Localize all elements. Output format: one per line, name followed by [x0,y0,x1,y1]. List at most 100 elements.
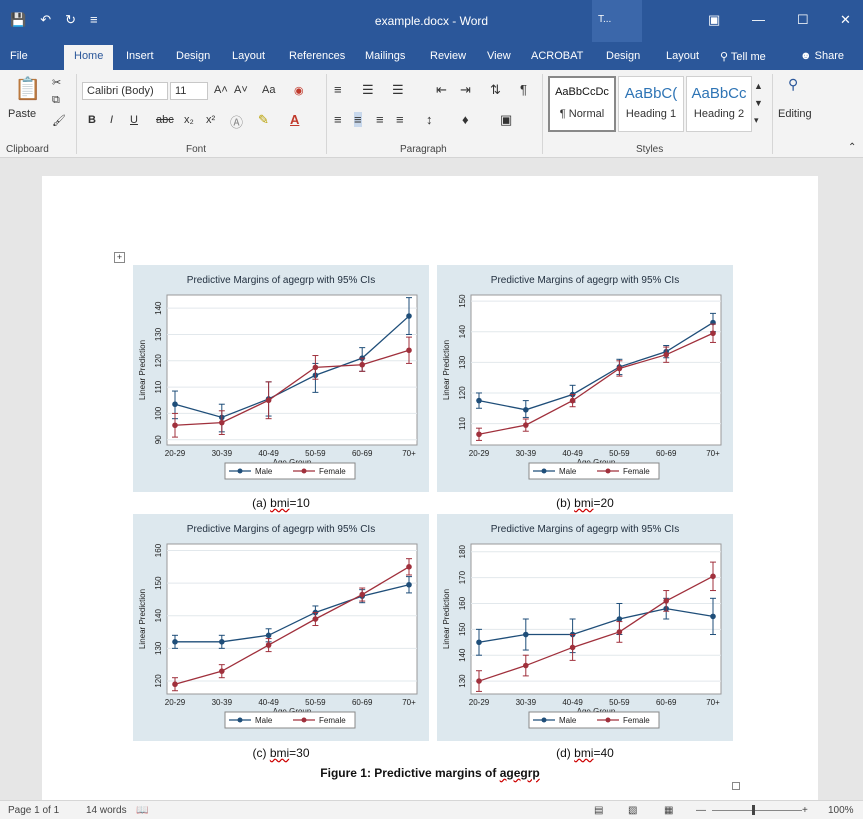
cut-icon[interactable]: ✂ [52,77,62,89]
multilevel-list-icon[interactable]: ☰ [392,82,404,97]
tab-acrobat[interactable]: ACROBAT [531,50,584,62]
italic-button[interactable]: I [110,114,114,126]
word-count[interactable]: 14 words [86,805,127,816]
superscript-button[interactable]: x² [206,114,216,126]
align-center-icon[interactable]: ≡ [354,112,362,127]
y-tick-label: 150 [458,622,467,636]
data-point-female [312,616,319,622]
style-normal[interactable]: AaBbCcDc ¶ Normal [548,76,616,132]
bullets-icon[interactable]: ≡ [334,82,342,97]
y-tick-label: 160 [458,596,467,610]
find-icon[interactable]: ⚲ [788,76,799,92]
text-effects-icon[interactable]: Ⓐ [230,115,244,130]
quick-access-toolbar: 💾 ↶ ↻ ≡ [10,12,98,28]
zoom-level[interactable]: 100% [828,805,854,816]
undo-icon[interactable]: ↶ [40,12,52,27]
close-button[interactable]: ✕ [840,12,851,27]
maximize-button[interactable]: ☐ [797,12,809,27]
tab-table-design[interactable]: Design [606,50,641,62]
editing-button[interactable]: Editing [778,108,812,120]
separator [542,74,543,154]
legend-marker [541,468,547,474]
table-move-handle-icon[interactable]: + [114,252,125,263]
copy-icon[interactable]: ⧉ [52,94,60,106]
x-tick-label: 50-59 [305,449,326,458]
tab-table-layout[interactable]: Layout [666,50,700,62]
document-page[interactable]: + Predictive Margins of agegrp with 95% … [42,176,818,800]
tab-home[interactable]: Home [64,45,114,70]
align-left-icon[interactable]: ≡ [334,112,342,127]
y-tick-label: 120 [154,354,163,368]
underline-button[interactable]: U [130,114,138,126]
sort-icon[interactable]: ⇅ [490,82,501,97]
zoom-slider[interactable] [712,810,802,811]
data-point-female [265,397,272,404]
change-case-button[interactable]: Aa [262,84,276,96]
clear-formatting-icon[interactable]: ◉ [294,85,304,97]
borders-icon[interactable]: ▣ [500,112,513,127]
x-tick-label: 30-39 [212,698,233,707]
y-tick-label: 170 [458,570,467,584]
tab-review[interactable]: Review [430,50,467,62]
data-point-female [569,397,576,404]
style-heading-2[interactable]: AaBbCc Heading 2 [686,76,752,132]
tab-view[interactable]: View [487,50,511,62]
tab-design[interactable]: Design [176,50,211,62]
styles-scroll-icon[interactable]: ▲ ▼ ▾ [754,81,763,125]
font-name-select[interactable]: Calibri (Body) [82,82,168,100]
zoom-out-button[interactable]: — [696,805,706,816]
legend [528,462,660,480]
tab-insert[interactable]: Insert [126,50,154,62]
share-button[interactable]: ☻ Share [800,50,844,62]
align-right-icon[interactable]: ≡ [376,112,384,127]
y-tick-label: 110 [154,380,163,393]
tell-me-box[interactable]: ⚲ Tell me [720,51,766,63]
zoom-in-button[interactable]: + [802,805,808,816]
tab-mailings[interactable]: Mailings [365,50,406,62]
shrink-font-button[interactable]: A˅ [234,84,248,96]
tab-layout[interactable]: Layout [232,50,266,62]
decrease-indent-icon[interactable]: ⇤ [436,82,447,97]
chart-title: Predictive Margins of agegrp with 95% CI… [491,524,679,535]
shading-icon[interactable]: ♦ [462,112,469,127]
subscript-button[interactable]: x₂ [184,114,194,126]
numbering-icon[interactable]: ☰ [362,82,374,97]
highlight-icon[interactable]: ✎ [258,112,269,127]
paste-button[interactable]: Paste [8,108,37,120]
redo-icon[interactable]: ↻ [65,12,76,27]
legend-marker [237,717,243,723]
print-layout-icon[interactable]: ▧ [628,805,638,816]
ribbon-display-icon[interactable]: ▣ [708,12,721,27]
collapse-ribbon-icon[interactable]: ⌃ [848,142,857,153]
data-point-female [710,573,716,580]
customize-qat-icon[interactable]: ≡ [90,12,98,27]
chart-panel-b: Predictive Margins of agegrp with 95% CI… [437,265,733,492]
data-point-female [265,642,272,648]
strikethrough-button[interactable]: abc [156,114,174,126]
bold-button[interactable]: B [88,114,96,126]
table-resize-handle[interactable] [732,782,740,790]
increase-indent-icon[interactable]: ⇥ [460,82,471,97]
format-painter-icon[interactable]: 🖌 [52,115,66,127]
grow-font-button[interactable]: A˄ [214,84,228,96]
data-point-female [569,644,576,651]
style-heading-1[interactable]: AaBbC( Heading 1 [618,76,684,132]
font-color-icon[interactable]: A [290,112,300,127]
minimize-button[interactable]: — [752,12,765,27]
ribbon-home: 📋 Paste ✂ ⧉ 🖌 Clipboard Calibri (Body) 1… [0,70,863,158]
proofing-icon[interactable]: 📖 [136,805,149,816]
paste-icon[interactable]: 📋 [14,76,42,101]
y-tick-label: 160 [154,543,163,557]
page-count[interactable]: Page 1 of 1 [8,805,60,816]
save-icon[interactable]: 💾 [10,12,27,27]
zoom-slider-thumb[interactable] [752,805,755,815]
web-layout-icon[interactable]: ▦ [664,805,674,816]
show-marks-icon[interactable]: ¶ [520,82,527,97]
tab-file[interactable]: File [10,50,28,62]
data-point-male [616,616,623,622]
read-mode-icon[interactable]: ▤ [594,805,604,816]
justify-icon[interactable]: ≡ [396,112,404,127]
tab-references[interactable]: References [289,50,346,62]
font-size-select[interactable]: 11 [170,82,208,100]
line-spacing-icon[interactable]: ↕ [426,112,433,127]
